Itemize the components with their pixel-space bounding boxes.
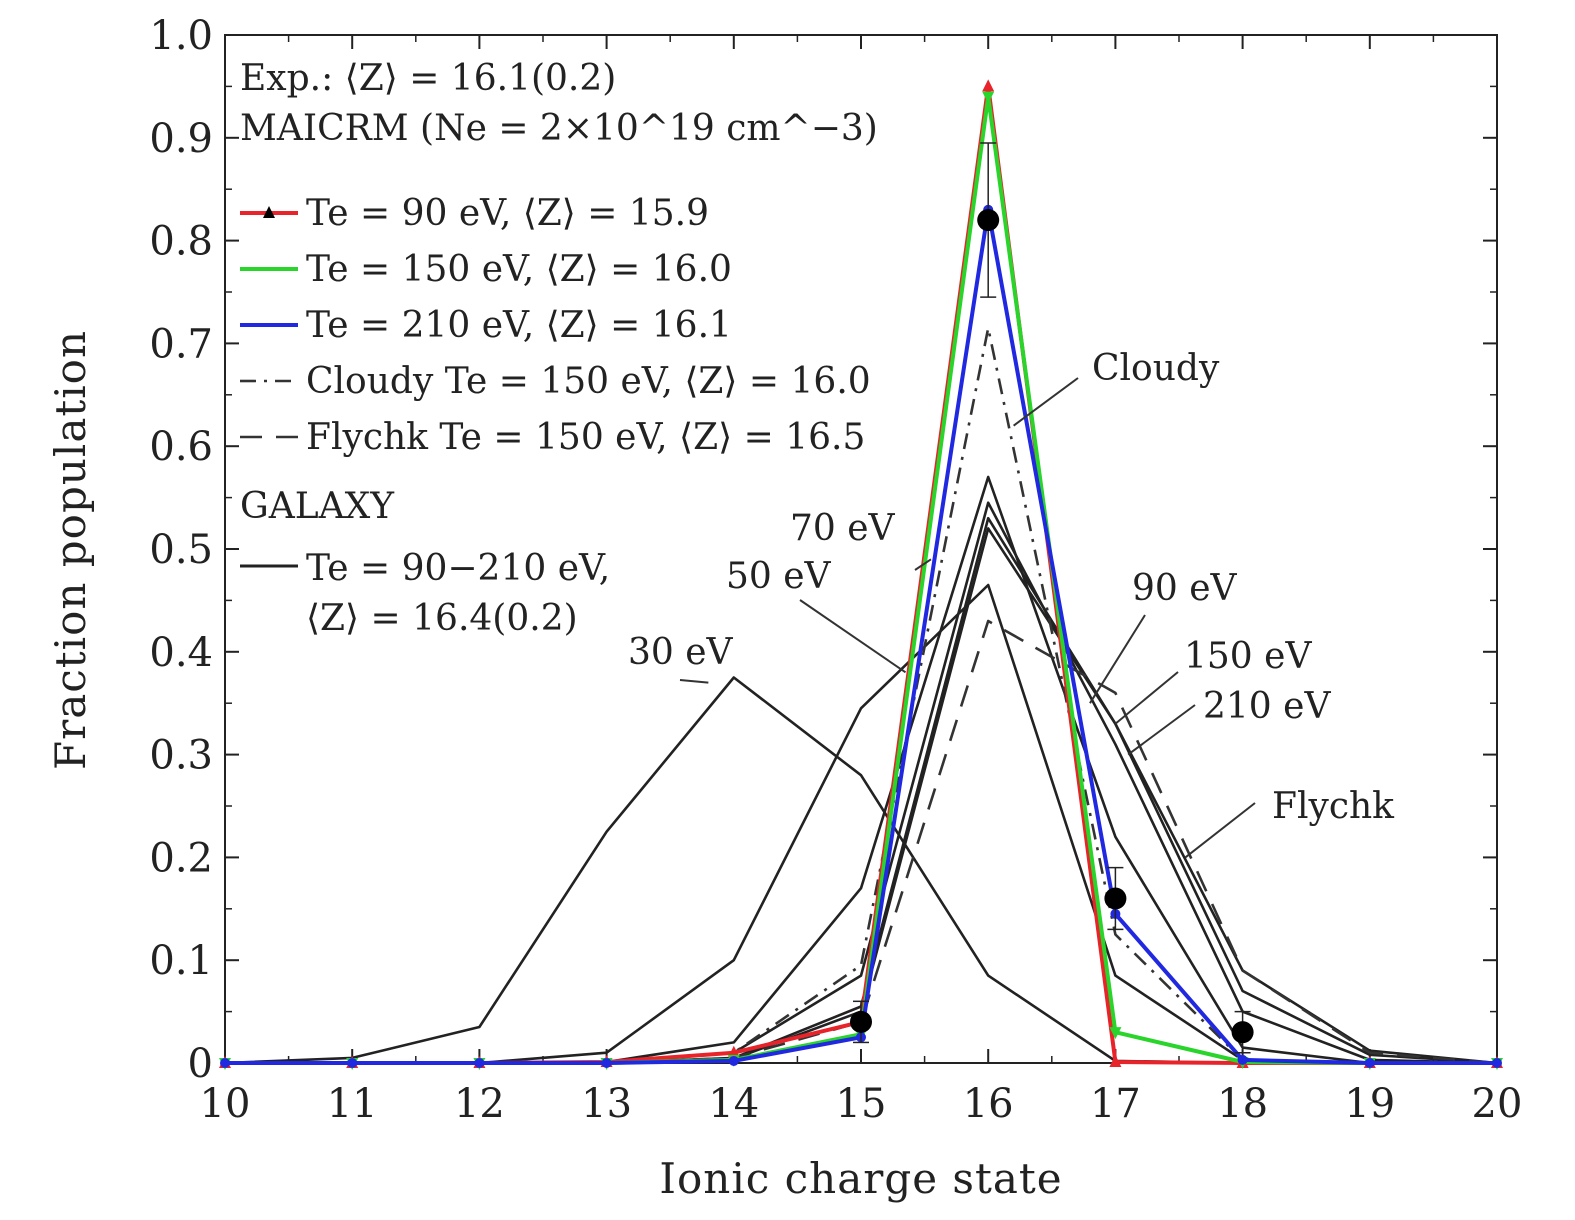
series-point [1364, 1058, 1375, 1068]
annotation-label: Flychk [1272, 786, 1395, 827]
y-tick-label: 0.8 [149, 219, 213, 265]
y-tick-label: 0.7 [149, 321, 213, 367]
legend-header: MAICRM (Ne = 2×10^19 cm^−3) [240, 108, 878, 149]
x-tick-label: 19 [1344, 1081, 1395, 1127]
experiment-point [1104, 887, 1127, 910]
legend-marker [263, 206, 275, 218]
legend-label: ⟨Z⟩ = 16.4(0.2) [306, 598, 578, 639]
annotation-leader [1127, 704, 1196, 756]
series-line-5 [225, 619, 1498, 1065]
series-point [1109, 1027, 1122, 1040]
legend-label: Te = 90−210 eV, [306, 548, 610, 589]
y-tick-label: 0.1 [149, 938, 213, 984]
axes: 10 11 12 13 14 15 16 17 18 19 20 0 0.1 0.2 0.3 0.4 0.5 0.… [149, 13, 1522, 1127]
y-tick-label: 0.4 [149, 630, 213, 676]
annotation-leader [1013, 377, 1079, 427]
legend-header: Exp.: ⟨Z⟩ = 16.1(0.2) [240, 58, 616, 99]
annotations: Cloudy 70 eV 50 eV 30 eV 90 eV 150 eV 210 eV Fl… [628, 348, 1395, 859]
legend-label: Te = 90 eV, ⟨Z⟩ = 15.9 [306, 193, 709, 234]
y-tick-label: 0.3 [149, 733, 213, 779]
annotation-label: 210 eV [1203, 686, 1331, 727]
annotation-leader [679, 679, 709, 684]
x-tick-label: 18 [1217, 1081, 1268, 1127]
annotation-leader [1184, 802, 1256, 859]
x-tick-label: 12 [454, 1081, 505, 1127]
annotation-leader [799, 599, 907, 674]
legend-label: Te = 150 eV, ⟨Z⟩ = 16.0 [306, 249, 732, 290]
y-tick-label: 1.0 [149, 13, 213, 59]
series-point [982, 91, 995, 104]
y-tick-label: 0.6 [149, 424, 213, 470]
annotation-label: 30 eV [628, 632, 734, 673]
x-tick-label: 13 [581, 1081, 632, 1127]
y-tick-label: 0 [188, 1041, 213, 1087]
x-axis-label: Ionic charge state [659, 1154, 1062, 1203]
legend-label: Cloudy Te = 150 eV, ⟨Z⟩ = 16.0 [306, 361, 871, 402]
series-point [728, 1055, 739, 1066]
series-point [982, 79, 995, 92]
x-tick-label: 16 [963, 1081, 1014, 1127]
legend: Exp.: ⟨Z⟩ = 16.1(0.2) MAICRM (Ne = 2×10^1… [240, 58, 878, 639]
series-point [220, 1058, 230, 1068]
series-point [727, 1045, 740, 1058]
legend-header: GALAXY [240, 486, 395, 527]
x-tick-label: 17 [1090, 1081, 1141, 1127]
annotation-leader [1114, 671, 1179, 725]
experiment-points [850, 142, 1254, 1054]
series-point [474, 1058, 485, 1068]
annotation-label: 150 eV [1184, 636, 1312, 677]
series-point [1109, 1054, 1122, 1067]
annotation-leader [914, 558, 932, 571]
legend-label: Flychk Te = 150 eV, ⟨Z⟩ = 16.5 [306, 417, 865, 458]
y-axis-label: Fraction population [46, 330, 95, 770]
y-tick-label: 0.5 [149, 527, 213, 573]
x-tick-label: 10 [200, 1081, 251, 1127]
x-tick-label: 14 [708, 1081, 759, 1127]
series-point [601, 1058, 612, 1068]
y-tick-label: 0.2 [149, 835, 213, 881]
experiment-point [1231, 1021, 1254, 1044]
annotation-label: 50 eV [726, 556, 832, 597]
x-tick-label: 20 [1472, 1081, 1523, 1127]
series-point [1492, 1058, 1502, 1068]
y-tick-label: 0.9 [149, 116, 213, 162]
x-tick-label: 11 [327, 1081, 378, 1127]
experiment-point [850, 1010, 872, 1033]
annotation-label: Cloudy [1092, 348, 1220, 389]
series-point [347, 1058, 358, 1068]
annotation-leader [1089, 614, 1146, 704]
x-tick-label: 15 [836, 1081, 887, 1127]
series-point [1237, 1054, 1248, 1065]
annotation-label: 90 eV [1132, 568, 1238, 609]
annotation-label: 70 eV [790, 508, 896, 549]
legend-label: Te = 210 eV, ⟨Z⟩ = 16.1 [306, 305, 732, 346]
experiment-point [977, 209, 1000, 232]
